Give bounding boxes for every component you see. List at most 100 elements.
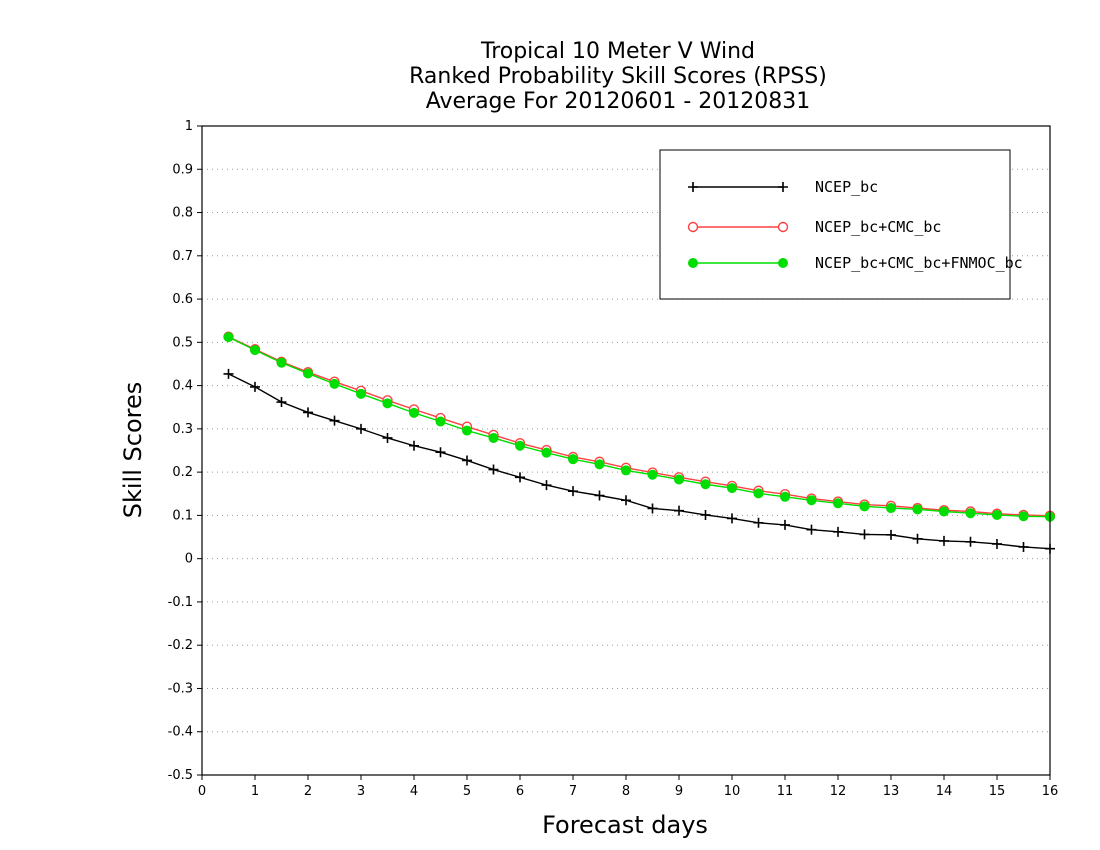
x-tick-label: 13 bbox=[883, 784, 900, 799]
y-tick-label: 0.4 bbox=[172, 379, 193, 394]
data-point-ncep-bc-cmc-bc-fnmoc-bc bbox=[276, 357, 287, 368]
y-tick-label: 0.7 bbox=[172, 249, 193, 264]
data-point-ncep-bc-cmc-bc-fnmoc-bc bbox=[727, 483, 737, 494]
data-point-ncep-bc-cmc-bc-fnmoc-bc bbox=[541, 447, 552, 458]
data-point-ncep-bc bbox=[780, 519, 790, 530]
data-point-ncep-bc-cmc-bc-fnmoc-bc bbox=[594, 459, 605, 470]
data-point-ncep-bc-cmc-bc-fnmoc-bc bbox=[753, 488, 764, 499]
x-tick-label: 5 bbox=[463, 784, 471, 799]
data-point-ncep-bc bbox=[409, 440, 419, 451]
data-point-ncep-bc bbox=[594, 490, 605, 501]
data-point-ncep-bc-cmc-bc-fnmoc-bc bbox=[886, 503, 896, 514]
y-tick-label: -0.2 bbox=[168, 638, 193, 653]
y-tick-label: -0.5 bbox=[168, 768, 193, 783]
data-point-ncep-bc-cmc-bc-fnmoc-bc bbox=[780, 491, 790, 502]
data-point-ncep-bc-cmc-bc-fnmoc-bc bbox=[435, 416, 446, 427]
data-point-ncep-bc bbox=[912, 533, 923, 544]
y-tick-label: 0 bbox=[185, 552, 193, 567]
x-axis-label: Forecast days bbox=[542, 811, 708, 839]
series-line-ncep-bc bbox=[228, 373, 1051, 550]
x-tick-label: 15 bbox=[989, 784, 1006, 799]
y-tick-label: 0.5 bbox=[172, 335, 193, 350]
y-tick-label: 0.2 bbox=[172, 465, 193, 480]
title-line-3: Average For 20120601 - 20120831 bbox=[426, 89, 811, 114]
x-tick-label: 4 bbox=[410, 784, 418, 799]
y-tick-label: -0.3 bbox=[168, 681, 193, 696]
legend-marker bbox=[778, 182, 788, 192]
data-point-ncep-bc bbox=[647, 503, 658, 514]
chart-title: Tropical 10 Meter V Wind Ranked Probabil… bbox=[409, 39, 827, 114]
data-point-ncep-bc-cmc-bc-fnmoc-bc bbox=[382, 398, 393, 409]
x-tick-label: 10 bbox=[724, 784, 741, 799]
data-point-ncep-bc bbox=[356, 423, 366, 434]
data-point-ncep-bc-cmc-bc-fnmoc-bc bbox=[356, 388, 366, 399]
data-point-ncep-bc bbox=[488, 464, 499, 475]
data-point-ncep-bc-cmc-bc-fnmoc-bc bbox=[250, 345, 260, 356]
data-point-ncep-bc-cmc-bc-fnmoc-bc bbox=[674, 474, 684, 485]
y-tick-label: -0.4 bbox=[168, 725, 193, 740]
x-tick-label: 3 bbox=[357, 784, 365, 799]
legend-marker bbox=[687, 221, 699, 233]
data-point-ncep-bc-cmc-bc-fnmoc-bc bbox=[647, 469, 658, 480]
x-tick-label: 1 bbox=[251, 784, 259, 799]
data-point-ncep-bc-cmc-bc-fnmoc-bc bbox=[223, 332, 234, 343]
data-point-ncep-bc bbox=[939, 535, 949, 546]
data-point-ncep-bc bbox=[329, 415, 340, 426]
data-point-ncep-bc bbox=[965, 536, 976, 547]
x-tick-label: 0 bbox=[198, 784, 206, 799]
data-point-ncep-bc-cmc-bc-fnmoc-bc bbox=[1018, 511, 1029, 522]
x-tick-label: 11 bbox=[777, 784, 794, 799]
legend-item-ncep-bc: NCEP_bc bbox=[688, 178, 878, 196]
legend-marker bbox=[777, 221, 789, 233]
axis-ticks: -0.5 -0.4 -0.3 -0.2 -0.1 0 0.1 0.2 0.3 0.4 0.5 0.6 0… bbox=[168, 119, 1059, 799]
data-point-ncep-bc bbox=[250, 381, 260, 392]
data-point-ncep-bc bbox=[833, 526, 843, 537]
y-tick-label: 0.9 bbox=[172, 162, 193, 177]
data-point-ncep-bc bbox=[859, 529, 870, 540]
legend-marker bbox=[778, 258, 788, 268]
data-point-ncep-bc-cmc-bc-fnmoc-bc bbox=[912, 504, 923, 515]
y-tick-label: 0.8 bbox=[172, 206, 193, 221]
data-point-ncep-bc bbox=[223, 368, 234, 379]
x-tick-label: 6 bbox=[516, 784, 524, 799]
data-point-ncep-bc-cmc-bc-fnmoc-bc bbox=[621, 465, 631, 476]
y-tick-label: 0.1 bbox=[172, 508, 193, 523]
data-point-ncep-bc bbox=[806, 524, 817, 535]
series-ncep-bc-cmc-bc bbox=[223, 331, 1056, 522]
data-point-ncep-bc-cmc-bc-fnmoc-bc bbox=[568, 454, 578, 465]
x-tick-label: 7 bbox=[569, 784, 577, 799]
legend-item-ncep-bc-cmc-bc-fnmoc-bc: NCEP_bc+CMC_bc+FNMOC_bc bbox=[688, 254, 1023, 272]
data-point-ncep-bc bbox=[674, 505, 684, 516]
data-point-ncep-bc-cmc-bc-fnmoc-bc bbox=[303, 368, 313, 379]
data-point-ncep-bc bbox=[515, 472, 525, 483]
data-point-ncep-bc bbox=[886, 529, 896, 540]
legend: NCEP_bc NCEP_bc+CMC_bc NCEP_bc+CMC_bc+FNMO… bbox=[659, 149, 1023, 300]
data-point-ncep-bc bbox=[462, 455, 472, 466]
data-point-ncep-bc bbox=[1018, 541, 1029, 552]
x-tick-label: 16 bbox=[1042, 784, 1059, 799]
data-point-ncep-bc bbox=[568, 486, 578, 497]
data-point-ncep-bc-cmc-bc-fnmoc-bc bbox=[965, 508, 976, 519]
data-point-ncep-bc-cmc-bc-fnmoc-bc bbox=[409, 407, 419, 418]
data-point-ncep-bc-cmc-bc-fnmoc-bc bbox=[833, 498, 843, 509]
data-point-ncep-bc-cmc-bc-fnmoc-bc bbox=[992, 509, 1002, 520]
series-ncep-bc-cmc-bc-fnmoc-bc bbox=[223, 332, 1055, 522]
x-tick-label: 12 bbox=[830, 784, 847, 799]
data-point-ncep-bc bbox=[382, 432, 393, 443]
data-point-ncep-bc-cmc-bc-fnmoc-bc bbox=[859, 501, 870, 512]
data-point-ncep-bc bbox=[753, 517, 764, 528]
data-point-ncep-bc bbox=[276, 397, 287, 408]
data-point-ncep-bc bbox=[727, 513, 737, 524]
data-point-ncep-bc bbox=[541, 480, 552, 491]
x-tick-label: 2 bbox=[304, 784, 312, 799]
y-tick-label: 0.6 bbox=[172, 292, 193, 307]
y-axis-label: Skill Scores bbox=[119, 382, 147, 519]
data-point-ncep-bc-cmc-bc-fnmoc-bc bbox=[488, 432, 499, 443]
data-point-ncep-bc bbox=[992, 538, 1002, 549]
plot-frame bbox=[201, 125, 1051, 776]
data-point-ncep-bc-cmc-bc-fnmoc-bc bbox=[462, 425, 472, 436]
legend-label: NCEP_bc+CMC_bc+FNMOC_bc bbox=[815, 254, 1023, 272]
title-line-1: Tropical 10 Meter V Wind bbox=[480, 39, 755, 64]
series-line-ncep-bc-cmc-bc-fnmoc-bc bbox=[228, 336, 1051, 518]
data-point-ncep-bc-cmc-bc-fnmoc-bc bbox=[939, 506, 949, 517]
